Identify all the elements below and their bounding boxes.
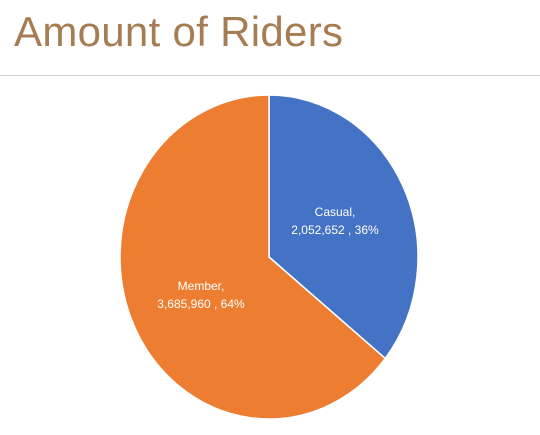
title-divider	[0, 75, 540, 76]
slice-label-name: Casual,	[315, 205, 356, 219]
slice-label-name: Member,	[178, 279, 225, 293]
slice-label-casual: Casual, 2,052,652 , 36%	[291, 205, 379, 237]
pie-slice-member	[119, 94, 387, 420]
slice-label-value: 2,052,652 , 36%	[291, 223, 379, 237]
slice-label-value: 3,685,960 , 64%	[157, 297, 245, 311]
pie-slice-casual	[268, 94, 419, 360]
page-title: Amount of Riders	[14, 8, 344, 55]
slice-label-member: Member, 3,685,960 , 64%	[157, 279, 245, 311]
